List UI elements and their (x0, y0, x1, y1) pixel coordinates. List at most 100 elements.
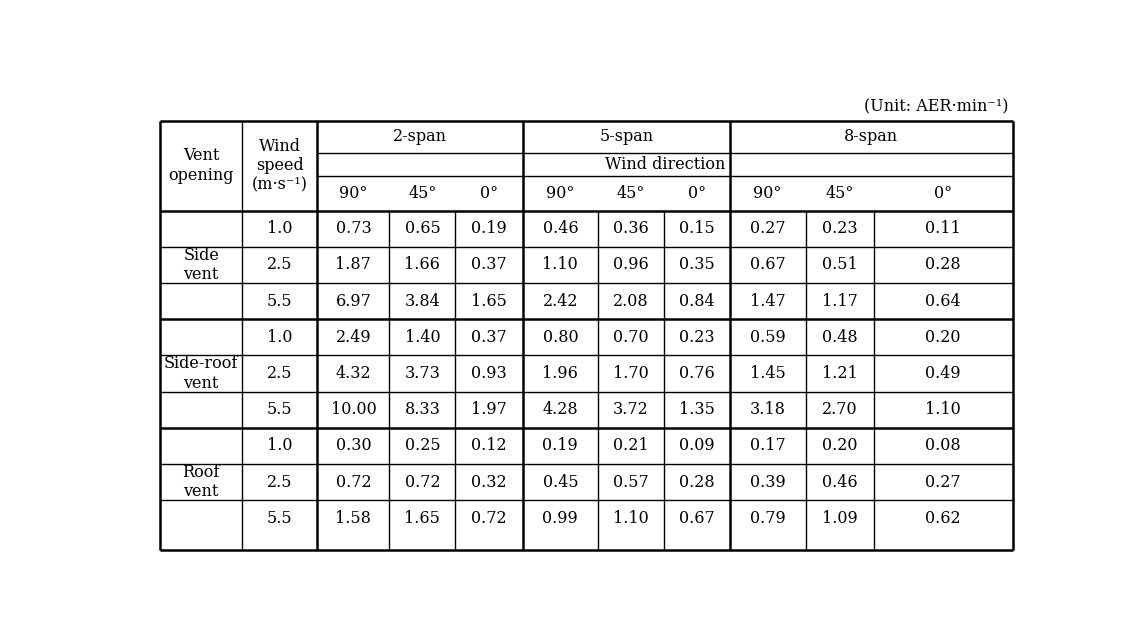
Text: 10.00: 10.00 (331, 401, 376, 418)
Text: 3.72: 3.72 (613, 401, 649, 418)
Text: 0.39: 0.39 (749, 473, 786, 491)
Text: 3.18: 3.18 (749, 401, 786, 418)
Text: 0.62: 0.62 (925, 510, 961, 527)
Text: 0.08: 0.08 (925, 437, 961, 454)
Text: 0.72: 0.72 (335, 473, 371, 491)
Text: 0.93: 0.93 (471, 365, 507, 382)
Text: 0.45: 0.45 (542, 473, 578, 491)
Text: 0.51: 0.51 (821, 256, 858, 273)
Text: 0°: 0° (935, 185, 952, 202)
Text: 1.10: 1.10 (542, 256, 578, 273)
Text: 0.37: 0.37 (471, 329, 507, 346)
Text: 0.15: 0.15 (678, 220, 715, 237)
Text: (Unit: AER·min⁻¹): (Unit: AER·min⁻¹) (864, 98, 1009, 115)
Text: 0.21: 0.21 (613, 437, 649, 454)
Text: 0.76: 0.76 (678, 365, 715, 382)
Text: 0.28: 0.28 (678, 473, 715, 491)
Text: 0.12: 0.12 (471, 437, 507, 454)
Text: 1.0: 1.0 (267, 329, 293, 346)
Text: 1.96: 1.96 (542, 365, 578, 382)
Text: 1.40: 1.40 (405, 329, 440, 346)
Text: 0.46: 0.46 (821, 473, 858, 491)
Text: 0.19: 0.19 (471, 220, 507, 237)
Text: 0.67: 0.67 (749, 256, 786, 273)
Text: 0.96: 0.96 (613, 256, 649, 273)
Text: 0.49: 0.49 (925, 365, 961, 382)
Text: 45°: 45° (408, 185, 437, 202)
Text: Wind direction: Wind direction (605, 156, 725, 173)
Text: 5.5: 5.5 (267, 292, 293, 310)
Text: 4.32: 4.32 (335, 365, 371, 382)
Text: 1.10: 1.10 (925, 401, 961, 418)
Text: 2.08: 2.08 (613, 292, 649, 310)
Text: 0.23: 0.23 (678, 329, 715, 346)
Text: 1.0: 1.0 (267, 437, 293, 454)
Text: 1.97: 1.97 (471, 401, 507, 418)
Text: 90°: 90° (754, 185, 781, 202)
Text: 45°: 45° (826, 185, 853, 202)
Text: 0.20: 0.20 (925, 329, 961, 346)
Text: 2.5: 2.5 (267, 365, 293, 382)
Text: 1.0: 1.0 (267, 220, 293, 237)
Text: 5.5: 5.5 (267, 510, 293, 527)
Text: 2.70: 2.70 (821, 401, 858, 418)
Text: 0.11: 0.11 (925, 220, 961, 237)
Text: 0.80: 0.80 (542, 329, 578, 346)
Text: 0.37: 0.37 (471, 256, 507, 273)
Text: 0.25: 0.25 (405, 437, 440, 454)
Text: 1.65: 1.65 (471, 292, 507, 310)
Text: 1.87: 1.87 (335, 256, 372, 273)
Text: 1.09: 1.09 (821, 510, 858, 527)
Text: 1.21: 1.21 (821, 365, 858, 382)
Text: 0.64: 0.64 (925, 292, 961, 310)
Text: 1.47: 1.47 (749, 292, 786, 310)
Text: 2.5: 2.5 (267, 256, 293, 273)
Text: 0.73: 0.73 (335, 220, 372, 237)
Text: 0.09: 0.09 (678, 437, 715, 454)
Text: 6.97: 6.97 (335, 292, 372, 310)
Text: 1.66: 1.66 (405, 256, 440, 273)
Text: 0°: 0° (688, 185, 706, 202)
Text: 2.49: 2.49 (335, 329, 371, 346)
Text: 0.59: 0.59 (749, 329, 786, 346)
Text: 0.27: 0.27 (925, 473, 961, 491)
Text: 0.67: 0.67 (678, 510, 715, 527)
Text: 1.70: 1.70 (613, 365, 649, 382)
Text: 0.57: 0.57 (613, 473, 649, 491)
Text: 3.84: 3.84 (405, 292, 440, 310)
Text: 2.5: 2.5 (267, 473, 293, 491)
Text: 8-span: 8-span (844, 128, 898, 146)
Text: 0°: 0° (480, 185, 498, 202)
Text: 0.28: 0.28 (925, 256, 961, 273)
Text: 0.79: 0.79 (749, 510, 786, 527)
Text: 90°: 90° (340, 185, 367, 202)
Text: 0.46: 0.46 (542, 220, 578, 237)
Text: 3.73: 3.73 (405, 365, 440, 382)
Text: 0.27: 0.27 (749, 220, 786, 237)
Text: 0.20: 0.20 (823, 437, 858, 454)
Text: Roof
vent: Roof vent (182, 464, 220, 501)
Text: 0.23: 0.23 (821, 220, 858, 237)
Text: 8.33: 8.33 (405, 401, 440, 418)
Text: 1.45: 1.45 (749, 365, 786, 382)
Text: 1.10: 1.10 (613, 510, 649, 527)
Text: Wind
speed
(m·s⁻¹): Wind speed (m·s⁻¹) (252, 137, 308, 194)
Text: 0.72: 0.72 (405, 473, 440, 491)
Text: 2-span: 2-span (394, 128, 447, 146)
Text: Side
vent: Side vent (183, 247, 219, 284)
Text: 0.36: 0.36 (613, 220, 649, 237)
Text: Side-roof
vent: Side-roof vent (164, 355, 238, 392)
Text: 0.99: 0.99 (542, 510, 578, 527)
Text: 0.65: 0.65 (405, 220, 440, 237)
Text: 45°: 45° (617, 185, 645, 202)
Text: 0.19: 0.19 (542, 437, 578, 454)
Text: 5.5: 5.5 (267, 401, 293, 418)
Text: 1.58: 1.58 (335, 510, 372, 527)
Text: 1.65: 1.65 (405, 510, 440, 527)
Text: 0.70: 0.70 (613, 329, 649, 346)
Text: 5-span: 5-span (599, 128, 653, 146)
Text: 2.42: 2.42 (542, 292, 578, 310)
Text: 1.17: 1.17 (821, 292, 858, 310)
Text: 0.84: 0.84 (678, 292, 715, 310)
Text: 90°: 90° (546, 185, 574, 202)
